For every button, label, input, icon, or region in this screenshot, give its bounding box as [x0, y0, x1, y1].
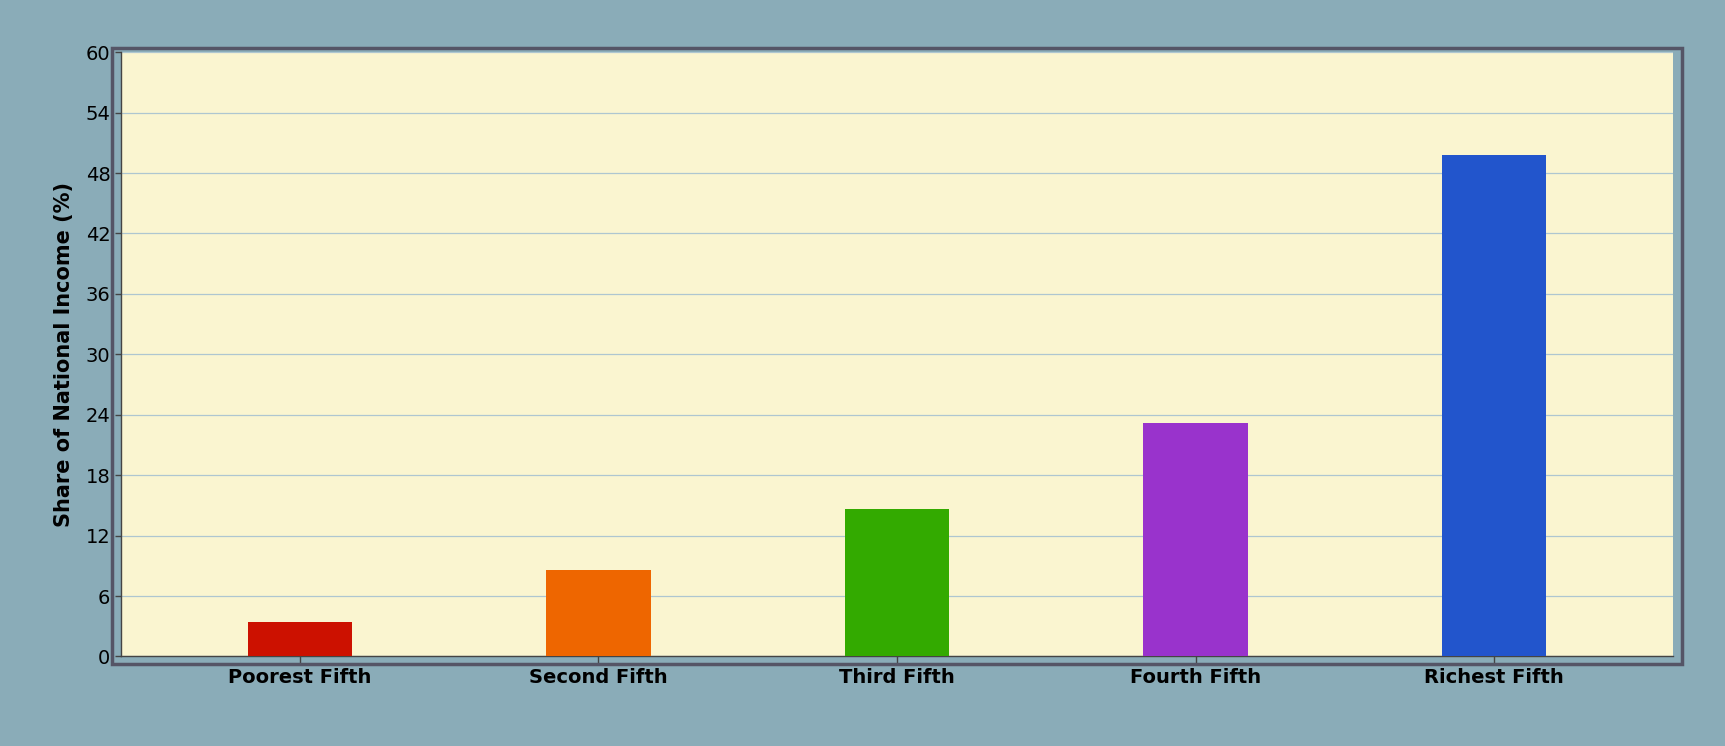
Bar [547, 570, 650, 656]
Bar [248, 622, 352, 656]
Y-axis label: Share of National Income (%): Share of National Income (%) [55, 182, 74, 527]
Bar [1442, 155, 1546, 656]
Bar [845, 510, 949, 656]
Bar [1144, 423, 1247, 656]
